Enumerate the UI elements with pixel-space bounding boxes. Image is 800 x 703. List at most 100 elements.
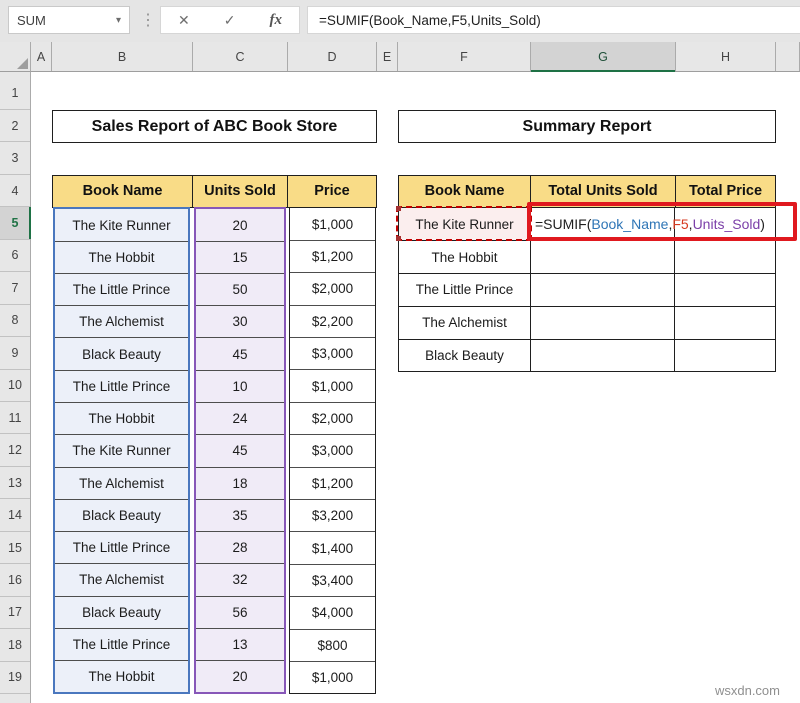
summary-header-total-price[interactable]: Total Price — [675, 176, 775, 207]
sales-price-cell[interactable]: $2,200 — [290, 306, 375, 339]
summary-units-cell[interactable] — [531, 241, 675, 273]
sales-book-name-cell[interactable]: The Kite Runner — [55, 209, 188, 242]
sales-book-name-cell[interactable]: The Hobbit — [55, 403, 188, 436]
sales-units-sold-cell[interactable]: 30 — [196, 306, 284, 339]
sales-price-cell[interactable]: $3,200 — [290, 500, 375, 533]
sales-price-cell[interactable]: $4,000 — [290, 597, 375, 630]
sales-units-sold-cell[interactable]: 35 — [196, 500, 284, 533]
sales-header-price[interactable]: Price — [287, 176, 376, 207]
name-box[interactable]: SUM ▾ — [8, 6, 130, 34]
row-header-8[interactable]: 8 — [0, 305, 30, 338]
sales-book-name-cell[interactable]: The Kite Runner — [55, 435, 188, 468]
sales-book-name-cell[interactable]: The Little Prince — [55, 274, 188, 307]
summary-book-cell[interactable]: The Hobbit — [399, 241, 530, 274]
row-header-15[interactable]: 15 — [0, 532, 30, 565]
formula-bar[interactable]: =SUMIF(Book_Name,F5,Units_Sold) — [307, 6, 800, 34]
col-header-partial[interactable] — [776, 42, 800, 71]
insert-function-icon[interactable]: fx — [269, 11, 282, 28]
sales-price-cell[interactable]: $1,000 — [290, 370, 375, 403]
summary-book-cell[interactable]: The Kite Runner — [399, 208, 530, 242]
sales-units-sold-cell[interactable]: 45 — [196, 338, 284, 371]
sales-header-book-name[interactable]: Book Name — [82, 183, 163, 200]
sales-units-sold-cell[interactable]: 32 — [196, 564, 284, 597]
sales-units-sold-cell[interactable]: 24 — [196, 403, 284, 436]
sales-book-name-cell[interactable]: The Little Prince — [55, 629, 188, 662]
summary-units-cell[interactable] — [531, 273, 675, 306]
row-header-7[interactable]: 7 — [0, 272, 30, 305]
sales-price-cell[interactable]: $1,200 — [290, 241, 375, 274]
row-header-6[interactable]: 6 — [0, 240, 30, 273]
row-header-9[interactable]: 9 — [0, 337, 30, 370]
col-header-H[interactable]: H — [676, 42, 776, 71]
sales-units-sold-cell[interactable]: 28 — [196, 532, 284, 565]
summary-price-cell[interactable] — [675, 274, 775, 306]
sales-units-sold-cell[interactable]: 15 — [196, 242, 284, 274]
sales-book-name-cell[interactable]: The Hobbit — [55, 242, 188, 274]
row-header-1[interactable]: 1 — [0, 78, 30, 110]
row-header-18[interactable]: 18 — [0, 629, 30, 662]
summary-units-cell[interactable] — [531, 208, 675, 241]
sales-book-name-cell[interactable]: Black Beauty — [55, 597, 188, 629]
sales-price-cell[interactable]: $1,400 — [290, 532, 375, 565]
sales-price-cell[interactable]: $1,000 — [290, 208, 375, 241]
active-cell-formula-editor[interactable]: =SUMIF(Book_Name, F5, Units_Sold) — [535, 207, 765, 240]
row-header-17[interactable]: 17 — [0, 597, 30, 630]
sales-units-sold-cell[interactable]: 56 — [196, 597, 284, 629]
summary-price-cell[interactable] — [675, 241, 775, 273]
sales-price-cell[interactable]: $2,000 — [290, 273, 375, 306]
select-all-corner[interactable] — [0, 42, 31, 72]
summary-report-title-cell[interactable]: Summary Report — [398, 110, 776, 143]
sales-book-name-cell[interactable]: Black Beauty — [55, 500, 188, 533]
col-header-E[interactable]: E — [377, 42, 398, 71]
sales-header-units-sold[interactable]: Units Sold — [192, 176, 287, 207]
col-header-B[interactable]: B — [52, 42, 193, 71]
sales-book-name-cell[interactable]: Black Beauty — [55, 338, 188, 371]
summary-units-cell[interactable] — [531, 339, 675, 372]
sales-units-sold-cell[interactable]: 20 — [196, 209, 284, 242]
sales-units-sold-cell[interactable]: 50 — [196, 274, 284, 307]
sales-units-sold-cell[interactable]: 10 — [196, 371, 284, 403]
row-header-10[interactable]: 10 — [0, 370, 30, 402]
summary-header-total-units-sold[interactable]: Total Units Sold — [530, 176, 675, 207]
row-header-11[interactable]: 11 — [0, 402, 30, 435]
row-header-2[interactable]: 2 — [0, 110, 30, 143]
sales-units-sold-cell[interactable]: 18 — [196, 468, 284, 500]
col-header-F[interactable]: F — [398, 42, 531, 71]
sales-units-sold-cell[interactable]: 20 — [232, 669, 248, 685]
row-header-16[interactable]: 16 — [0, 564, 30, 597]
row-header-3[interactable]: 3 — [0, 142, 30, 175]
row-header-14[interactable]: 14 — [0, 499, 30, 532]
sales-book-name-cell[interactable]: The Alchemist — [55, 306, 188, 339]
sales-units-sold-cell[interactable]: 45 — [196, 435, 284, 468]
name-box-dropdown-icon[interactable]: ▾ — [115, 14, 121, 26]
row-header-13[interactable]: 13 — [0, 467, 30, 500]
cancel-icon[interactable]: ✕ — [178, 11, 190, 28]
sales-price-cell[interactable]: $3,000 — [290, 435, 375, 468]
sales-book-name-cell[interactable]: The Alchemist — [55, 564, 188, 597]
sales-book-name-cell[interactable]: The Alchemist — [55, 468, 188, 500]
row-header-4[interactable]: 4 — [0, 175, 30, 208]
row-header-5[interactable]: 5 — [0, 207, 31, 240]
summary-book-cell[interactable]: The Alchemist — [399, 307, 530, 340]
sales-report-title-cell[interactable]: Sales Report of ABC Book Store — [52, 110, 377, 143]
sales-book-name-cell[interactable]: The Little Prince — [55, 532, 188, 565]
summary-price-cell[interactable] — [675, 340, 775, 372]
sales-price-cell[interactable]: $2,000 — [290, 403, 375, 436]
sales-price-cell[interactable]: $1,000 — [311, 670, 354, 686]
col-header-D[interactable]: D — [288, 42, 377, 71]
summary-book-cell[interactable]: The Little Prince — [399, 274, 530, 307]
sales-price-cell[interactable]: $3,000 — [290, 338, 375, 371]
row-header-19[interactable]: 19 — [0, 662, 30, 695]
sales-units-sold-cell[interactable]: 13 — [196, 629, 284, 662]
row-header-12[interactable]: 12 — [0, 434, 30, 467]
sales-price-cell[interactable]: $800 — [290, 630, 375, 663]
sales-book-name-cell[interactable]: The Little Prince — [55, 371, 188, 403]
summary-header-book-name[interactable]: Book Name — [424, 183, 505, 200]
summary-units-cell[interactable] — [531, 306, 675, 339]
summary-book-cell[interactable]: Black Beauty — [425, 347, 504, 363]
enter-icon[interactable]: ✓ — [223, 11, 236, 28]
sales-book-name-cell[interactable]: The Hobbit — [88, 669, 155, 685]
col-header-A[interactable]: A — [31, 42, 52, 71]
sales-price-cell[interactable]: $3,400 — [290, 565, 375, 598]
summary-price-cell[interactable] — [675, 307, 775, 339]
